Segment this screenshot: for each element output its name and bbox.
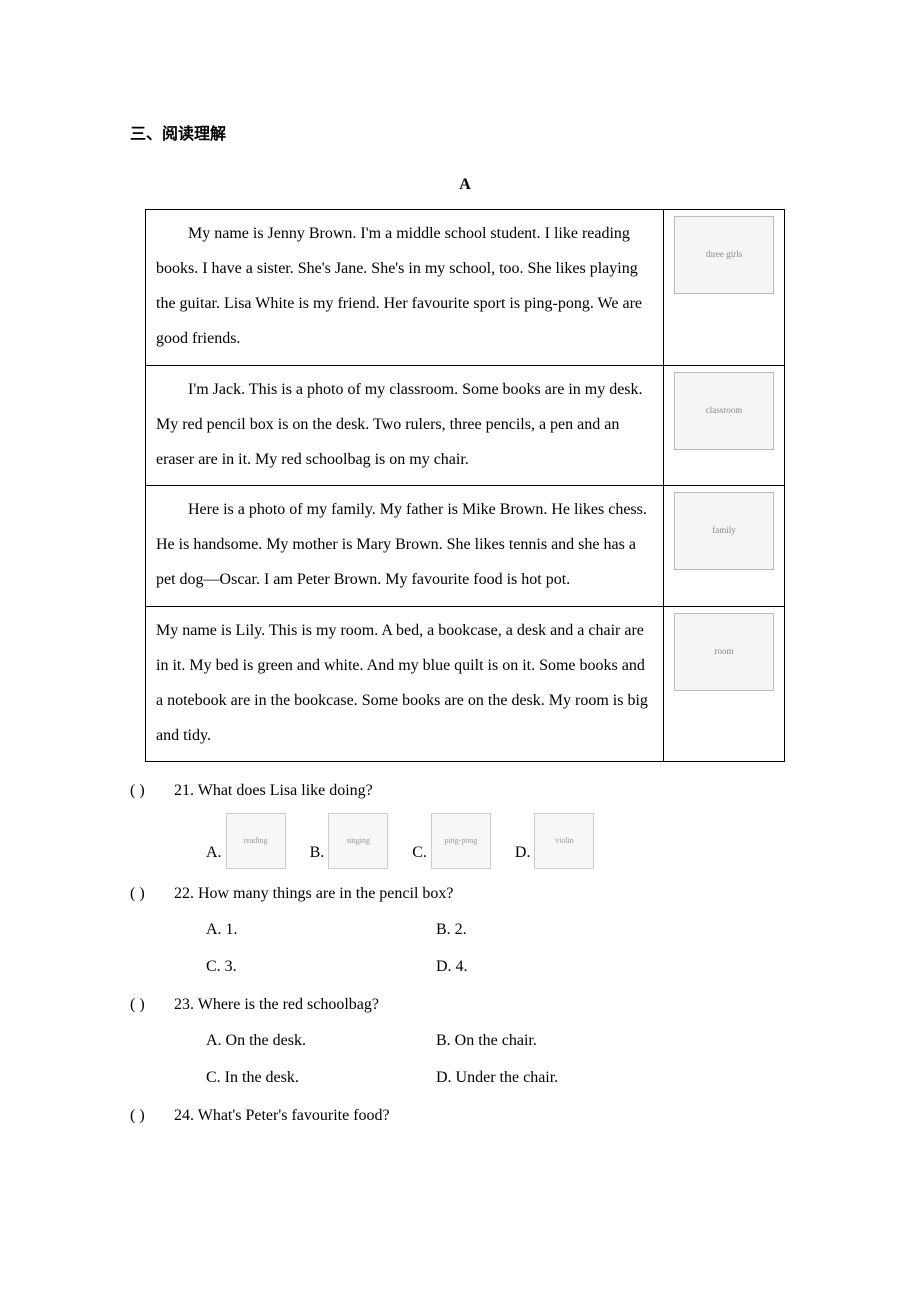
passage-text-cell: My name is Lily. This is my room. A bed,… bbox=[146, 606, 664, 762]
passage-text: I'm Jack. This is a photo of my classroo… bbox=[156, 372, 653, 478]
passage-image: classroom bbox=[674, 372, 774, 450]
question-row: ( ) 22. How many things are in the penci… bbox=[130, 879, 800, 909]
question-number: 21. bbox=[174, 782, 194, 799]
passage-image-cell: three girls bbox=[664, 209, 785, 365]
option-image: singing bbox=[328, 813, 388, 869]
option-label: D. bbox=[515, 838, 531, 868]
passage-text-cell: I'm Jack. This is a photo of my classroo… bbox=[146, 365, 664, 486]
option[interactable]: C. In the desk. bbox=[206, 1063, 436, 1093]
question-number: 22. bbox=[174, 885, 194, 902]
options-grid: A. On the desk. B. On the chair. C. In t… bbox=[206, 1026, 800, 1093]
passage-row: My name is Lily. This is my room. A bed,… bbox=[146, 606, 785, 762]
option[interactable]: D. 4. bbox=[436, 952, 666, 982]
option[interactable]: D. violin bbox=[515, 813, 595, 869]
options-image-row: A. reading B. singing C. ping-pong D. vi… bbox=[206, 813, 800, 869]
passage-image-cell: room bbox=[664, 606, 785, 762]
option-label: C. bbox=[412, 838, 427, 868]
questions-block: ( ) 21. What does Lisa like doing? A. re… bbox=[130, 776, 800, 1131]
passage-text: Here is a photo of my family. My father … bbox=[156, 492, 653, 598]
passage-row: Here is a photo of my family. My father … bbox=[146, 486, 785, 607]
question-number: 23. bbox=[174, 996, 194, 1013]
options-grid: A. 1. B. 2. C. 3. D. 4. bbox=[206, 915, 800, 982]
option[interactable]: A. reading bbox=[206, 813, 286, 869]
option[interactable]: A. On the desk. bbox=[206, 1026, 436, 1056]
option-label: A. bbox=[206, 838, 222, 868]
option-image: violin bbox=[534, 813, 594, 869]
passage-image: room bbox=[674, 613, 774, 691]
answer-blank[interactable]: ( ) bbox=[130, 776, 174, 806]
question-text: What does Lisa like doing? bbox=[198, 782, 373, 799]
passage-text-cell: My name is Jenny Brown. I'm a middle sch… bbox=[146, 209, 664, 365]
answer-blank[interactable]: ( ) bbox=[130, 1101, 174, 1131]
option[interactable]: B. 2. bbox=[436, 915, 666, 945]
passage-text: My name is Lily. This is my room. A bed,… bbox=[156, 613, 653, 754]
question-text: How many things are in the pencil box? bbox=[198, 885, 454, 902]
passage-text-cell: Here is a photo of my family. My father … bbox=[146, 486, 664, 607]
option[interactable]: B. singing bbox=[310, 813, 389, 869]
option[interactable]: C. 3. bbox=[206, 952, 436, 982]
answer-blank[interactable]: ( ) bbox=[130, 879, 174, 909]
passage-table: My name is Jenny Brown. I'm a middle sch… bbox=[145, 209, 785, 763]
question-text: Where is the red schoolbag? bbox=[198, 996, 379, 1013]
question-text: What's Peter's favourite food? bbox=[198, 1107, 390, 1124]
passage-image-cell: family bbox=[664, 486, 785, 607]
question-row: ( ) 23. Where is the red schoolbag? bbox=[130, 990, 800, 1020]
passage-row: I'm Jack. This is a photo of my classroo… bbox=[146, 365, 785, 486]
option[interactable]: A. 1. bbox=[206, 915, 436, 945]
question-stem: 24. What's Peter's favourite food? bbox=[174, 1101, 800, 1131]
option-label: B. bbox=[310, 838, 325, 868]
question-row: ( ) 21. What does Lisa like doing? bbox=[130, 776, 800, 806]
option-image: ping-pong bbox=[431, 813, 491, 869]
passage-image-cell: classroom bbox=[664, 365, 785, 486]
option[interactable]: C. ping-pong bbox=[412, 813, 491, 869]
passage-image: three girls bbox=[674, 216, 774, 294]
question-stem: 21. What does Lisa like doing? bbox=[174, 776, 800, 806]
question-stem: 22. How many things are in the pencil bo… bbox=[174, 879, 800, 909]
passage-label: A bbox=[130, 170, 800, 200]
answer-blank[interactable]: ( ) bbox=[130, 990, 174, 1020]
question-number: 24. bbox=[174, 1107, 194, 1124]
section-title: 三、阅读理解 bbox=[130, 120, 800, 150]
passage-row: My name is Jenny Brown. I'm a middle sch… bbox=[146, 209, 785, 365]
option-image: reading bbox=[226, 813, 286, 869]
question-row: ( ) 24. What's Peter's favourite food? bbox=[130, 1101, 800, 1131]
option[interactable]: D. Under the chair. bbox=[436, 1063, 666, 1093]
passage-text: My name is Jenny Brown. I'm a middle sch… bbox=[156, 216, 653, 357]
question-stem: 23. Where is the red schoolbag? bbox=[174, 990, 800, 1020]
passage-image: family bbox=[674, 492, 774, 570]
option[interactable]: B. On the chair. bbox=[436, 1026, 666, 1056]
